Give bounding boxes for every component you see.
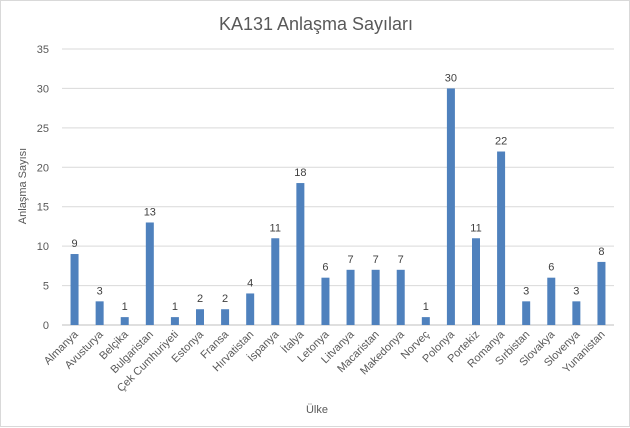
bar <box>446 88 455 325</box>
data-label: 7 <box>347 254 353 266</box>
data-label: 3 <box>523 285 529 297</box>
data-label: 2 <box>222 293 228 305</box>
data-label: 1 <box>122 301 128 313</box>
data-label: 2 <box>197 293 203 305</box>
y-tick-label: 25 <box>37 123 49 135</box>
data-label: 1 <box>172 301 178 313</box>
bar <box>271 238 280 325</box>
data-label: 22 <box>495 136 507 148</box>
data-label: 1 <box>423 301 429 313</box>
bar <box>221 309 230 325</box>
bar <box>321 277 330 325</box>
bar <box>196 309 204 325</box>
y-tick-label: 35 <box>37 44 49 56</box>
bar <box>120 317 129 325</box>
bar <box>70 254 79 325</box>
bar <box>371 269 380 325</box>
data-label: 7 <box>398 254 404 266</box>
data-label: 7 <box>373 254 379 266</box>
data-label: 8 <box>598 246 604 258</box>
data-label: 3 <box>573 285 579 297</box>
chart-title: KA131 Anlaşma Sayıları <box>219 14 413 34</box>
bar <box>346 269 355 325</box>
gridlines <box>62 48 614 326</box>
data-label: 6 <box>548 262 554 274</box>
data-label: 4 <box>247 277 253 289</box>
bar <box>145 222 154 325</box>
bar <box>170 317 179 325</box>
bar <box>95 301 104 325</box>
bar <box>522 301 531 325</box>
y-tick-label: 30 <box>37 83 49 95</box>
bar <box>597 261 606 325</box>
x-axis-title: Ülke <box>306 404 328 416</box>
bar <box>547 277 556 325</box>
bar <box>421 317 430 325</box>
data-label: 6 <box>322 262 328 274</box>
y-tick-label: 5 <box>43 281 49 293</box>
bar <box>497 151 506 325</box>
data-label: 18 <box>294 167 306 179</box>
bar <box>246 293 255 325</box>
y-tick-label: 20 <box>37 162 49 174</box>
data-label: 13 <box>144 206 156 218</box>
bar <box>472 238 480 325</box>
y-tick-label: 0 <box>43 320 49 332</box>
y-axis-title: Anlaşma Sayısı <box>17 148 29 224</box>
y-tick-label: 15 <box>37 202 49 214</box>
y-axis-ticks: 0 5 10 15 20 25 30 35 <box>37 44 49 332</box>
data-label: 11 <box>270 222 281 234</box>
data-label: 9 <box>71 238 77 250</box>
bar <box>396 269 405 325</box>
bar <box>296 183 305 325</box>
data-label: 11 <box>470 222 481 234</box>
data-label: 30 <box>445 72 457 84</box>
bar <box>572 301 581 325</box>
y-tick-label: 10 <box>37 241 49 253</box>
data-label: 3 <box>97 285 103 297</box>
bars <box>70 88 606 325</box>
